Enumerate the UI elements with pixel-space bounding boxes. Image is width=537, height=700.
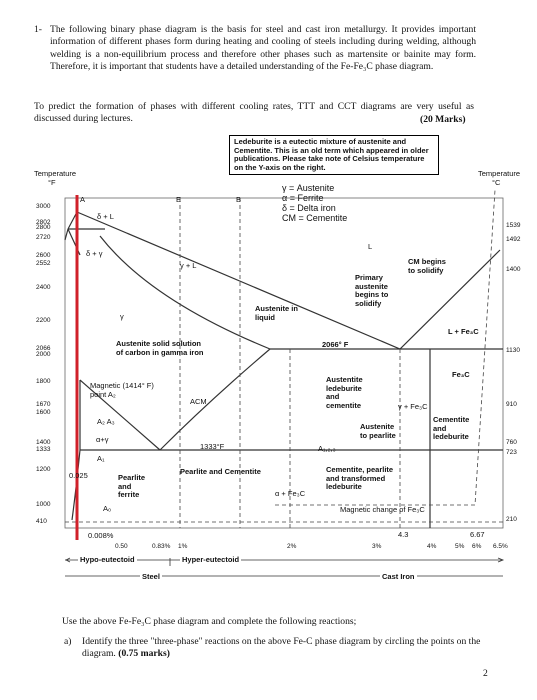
region-label: E [176, 195, 182, 204]
y2-tick-label: 1539 [506, 222, 521, 229]
legend-entry: γ = Austenite [282, 183, 335, 193]
x-label: 3% [372, 543, 382, 550]
y-tick-label: 1333 [36, 446, 51, 453]
region-label: Austenite in liquid [255, 304, 298, 322]
region-label: Primary austenite begins to solidify [355, 273, 389, 308]
region-label: 2066° F [322, 340, 349, 349]
y-tick-label: 2000 [36, 351, 51, 358]
page-number: 2 [483, 668, 488, 679]
region-label: A₁,₂,₃ [318, 444, 336, 453]
y-tick-label: 1000 [36, 501, 51, 508]
region-label: Austenite solid solution of carbon in ga… [116, 339, 204, 357]
class-label: Cast Iron [380, 572, 417, 582]
y2-tick-label: 210 [506, 516, 517, 523]
region-label: δ + L [97, 212, 114, 221]
question-number: 1- [34, 24, 42, 35]
region-label: Cementite, pearlite and transformed lede… [326, 465, 394, 491]
y2-tick-label: 1130 [506, 347, 520, 354]
y-tick-label: 2720 [36, 234, 51, 241]
x-label: 0.50 [115, 543, 128, 550]
x-label: 5% [455, 543, 465, 550]
part-label: a) [64, 636, 72, 647]
legend-entry: δ = Delta iron [282, 203, 336, 213]
y2-tick-label: 723 [506, 449, 517, 456]
y-tick-label: 1800 [36, 378, 51, 385]
region-label: L [368, 242, 373, 251]
axis-title: Temperature [478, 169, 521, 178]
axis-title: Temperature [34, 169, 77, 178]
legend-entry: CM = Cementite [282, 213, 348, 223]
region-label: A₁ [97, 454, 105, 463]
y-tick-label: 410 [36, 518, 47, 525]
region-label: γ + Fe₃C [398, 402, 428, 411]
y-tick-label: 3000 [36, 203, 51, 210]
y2-tick-label: 1400 [506, 266, 521, 273]
region-label: Austenite to pearlite [360, 422, 396, 440]
region-label: ACM [190, 397, 207, 406]
y-tick-label: 2800 [36, 224, 51, 231]
region-label: 4.3 [398, 530, 409, 539]
y-tick-label: 2802 [36, 219, 51, 226]
region-label: Fe₃C [452, 370, 470, 379]
x-label: 2% [287, 543, 297, 550]
region-label: Austentite ledeburite and cementite [326, 375, 363, 410]
y-tick-label: 2200 [36, 317, 51, 324]
region-label: Cementite and ledeburite [433, 415, 470, 441]
region-label: B [236, 195, 242, 204]
y-tick-label: 2400 [36, 284, 51, 291]
x-label: 6% [472, 543, 482, 550]
region-label: A₀ [103, 504, 112, 513]
region-label: Pearlite and ferrite [118, 473, 146, 499]
marks: (20 Marks) [420, 114, 466, 125]
part-text: Identify the three "three-phase" reactio… [82, 636, 502, 661]
legend-entry: α = Ferrite [282, 193, 324, 203]
axis-unit: °F [48, 178, 56, 187]
x-label: 4% [427, 543, 437, 550]
region-label: α + Fe₃C [275, 489, 306, 498]
instruction: Use the above Fe-Fe₃C phase diagram and … [62, 616, 357, 627]
class-label: Steel [140, 572, 162, 582]
region-label: Magnetic change of Fe₃C [340, 505, 425, 514]
y-tick-label: 1400 [36, 439, 51, 446]
y2-tick-label: 1492 [506, 236, 521, 243]
part-marks: (0.75 marks) [118, 648, 170, 660]
y-tick-label: 1670 [36, 401, 51, 408]
x-label: 6.5% [493, 543, 508, 550]
y-tick-label: 2552 [36, 260, 51, 267]
region-label: 0.025 [69, 471, 88, 480]
x-label: 1% [178, 543, 188, 550]
part-text: Identify the three "three-phase" reactio… [82, 636, 481, 660]
region-label: 0.008% [88, 531, 114, 540]
y-tick-label: 2066 [36, 345, 51, 352]
region-label: δ + γ [86, 249, 103, 258]
y2-tick-label: 910 [506, 401, 517, 408]
y-tick-label: 1600 [36, 409, 51, 416]
region-label: 6.67 [470, 530, 485, 539]
class-label: Hypo-eutectoid [78, 555, 137, 565]
region-label: Pearlite and Cementite [180, 467, 261, 476]
question-text: The following binary phase diagram is th… [50, 24, 476, 73]
question-intro: To predict the formation of phases with … [34, 101, 474, 125]
region-label: Magnetic (1414° F) point A₂ [90, 381, 154, 399]
note: Ledeburite is a eutectic mixture of aust… [229, 135, 439, 175]
y-tick-label: 1200 [36, 466, 51, 473]
region-label: A₂ A₃ [97, 417, 115, 426]
axis-unit: °C [492, 178, 501, 187]
y2-tick-label: 760 [506, 439, 517, 446]
region-label: γ [120, 312, 124, 321]
region-label: A [80, 195, 86, 204]
x-label: 0.83% [152, 543, 171, 550]
region-label: L + Fe₃C [448, 327, 479, 336]
y-tick-label: 2600 [36, 252, 51, 259]
region-label: γ + L [180, 261, 197, 270]
region-label: α+γ [96, 435, 109, 444]
class-label: Hyper-eutectoid [180, 555, 242, 565]
region-label: CM begins to solidify [408, 257, 446, 275]
region-label: 1333°F [200, 442, 225, 451]
